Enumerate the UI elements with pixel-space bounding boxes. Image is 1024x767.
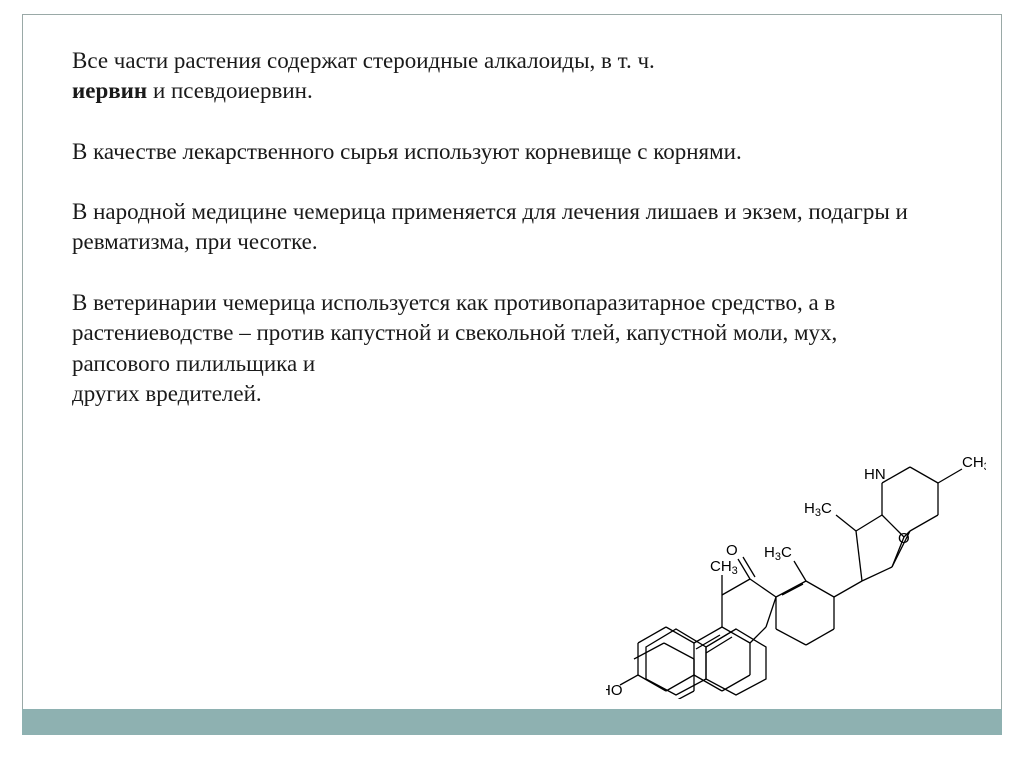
svg-text:O: O [726, 542, 738, 559]
text: Все части растения содержат стероидные а… [72, 48, 655, 73]
text: В ветеринарии чемерица используется как … [72, 290, 837, 345]
text: и псевдоиервин. [147, 78, 313, 103]
svg-text:H3C: H3C [804, 500, 832, 519]
molecule-svg: HO CH3 [606, 399, 986, 699]
svg-text:CH3: CH3 [710, 558, 738, 577]
paragraph-1: Все части растения содержат стероидные а… [72, 46, 952, 107]
text: рапсового пилильщика и [72, 351, 315, 376]
svg-text:HN: HN [864, 466, 886, 483]
molecule-structure: HO CH3 [606, 399, 986, 699]
bold-term: иервин [72, 78, 147, 103]
svg-text:HO: HO [606, 682, 623, 699]
bottom-accent-bar [22, 709, 1002, 735]
slide: Все части растения содержат стероидные а… [0, 0, 1024, 767]
svg-text:CH3: CH3 [962, 454, 986, 473]
text: других вредителей. [72, 381, 262, 406]
paragraph-2: В качестве лекарственного сырья использу… [72, 137, 952, 167]
svg-text:H3C: H3C [764, 544, 792, 563]
paragraph-3: В народной медицине чемерица применяется… [72, 197, 952, 258]
paragraph-4: В ветеринарии чемерица используется как … [72, 288, 952, 409]
slide-content: Все части растения содержат стероидные а… [72, 46, 952, 409]
